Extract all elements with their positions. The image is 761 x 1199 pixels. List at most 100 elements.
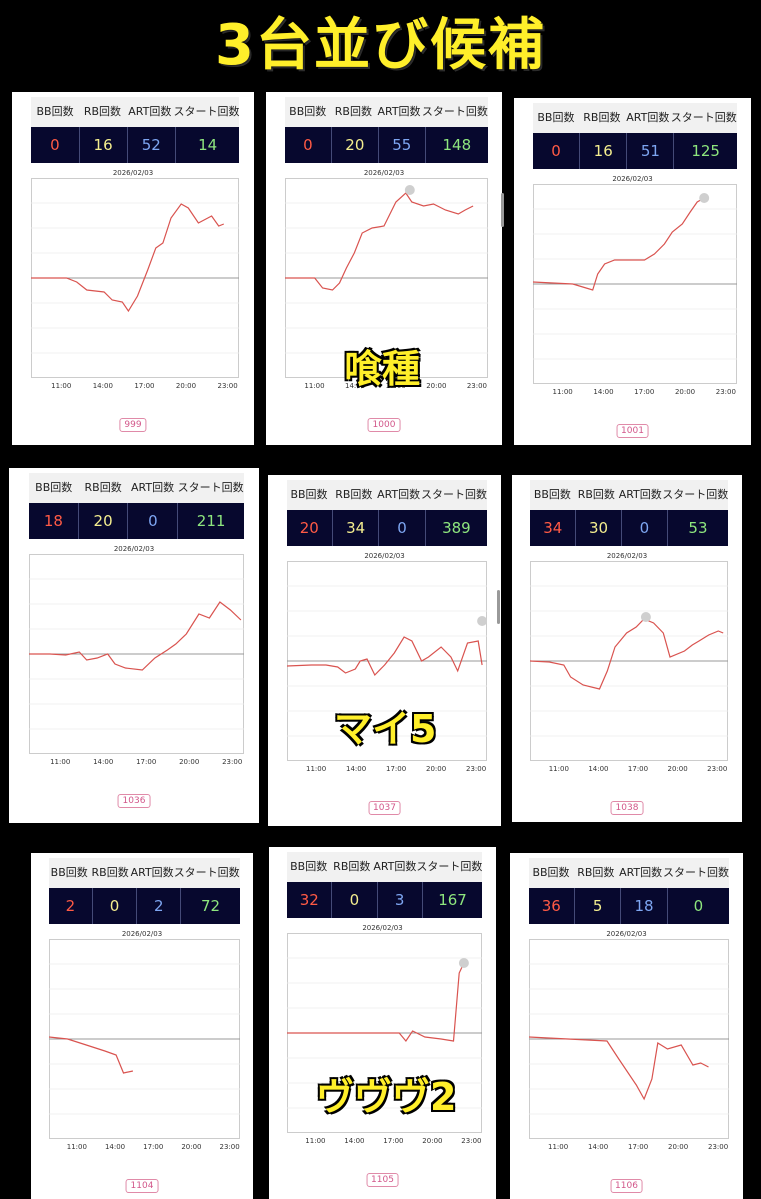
time-tick: 11:00 (305, 1137, 326, 1145)
time-tick: 23:00 (707, 765, 728, 773)
start-count: 0 (693, 897, 704, 915)
machine-number-badge[interactable]: 1104 (125, 1179, 159, 1193)
peak-marker (404, 185, 415, 195)
stats-header-cell: ART回数 (619, 866, 663, 879)
time-tick: 17:00 (627, 765, 649, 773)
art-count: 0 (379, 510, 426, 546)
art-count: 0 (128, 503, 179, 539)
machine-panel: BB回数 RB回数 ART回数 スタート回数 0 16 51 125 2026/02/03 11:… (514, 98, 751, 445)
slump-line (532, 197, 705, 291)
stats-header: BB回数 RB回数 ART回数 スタート回数 (29, 473, 244, 503)
model-name-overlay: マイ5 (334, 707, 437, 751)
stats-header-cell: BB回数 (35, 481, 73, 494)
stats-header-cell: ART回数 (128, 105, 172, 118)
time-tick: 11:00 (548, 1143, 569, 1151)
chart-date: 2026/02/03 (112, 169, 154, 177)
stats-header-cell: スタート回数 (663, 866, 730, 879)
machine-panel: BB回数 RB回数 ART回数 スタート回数 36 5 18 0 2026/02/03 11:00… (510, 853, 743, 1199)
stats-values: 0 20 55 148 (284, 127, 488, 163)
peak-marker (476, 616, 487, 626)
chart-date: 2026/02/03 (121, 930, 163, 938)
machine-number-badge[interactable]: 1000 (367, 418, 401, 432)
stats-header-cell: ART回数 (130, 866, 174, 879)
stats-header-cell: RB回数 (333, 860, 371, 873)
stats-header-cell: スタート回数 (416, 860, 483, 873)
stats-header-cell: BB回数 (532, 866, 570, 879)
slump-line (48, 1036, 133, 1074)
time-tick: 14:00 (345, 382, 366, 390)
slump-graph (29, 554, 244, 754)
time-tick: 20:00 (422, 1137, 443, 1145)
slump-graph (287, 933, 483, 1133)
bb-count: 34 (530, 510, 577, 546)
time-tick: 11:00 (66, 1143, 87, 1151)
page-title: 3台並び候補 (215, 13, 546, 78)
art-count: 2 (137, 888, 182, 924)
chart-date: 2026/02/03 (362, 924, 403, 932)
bb-count: 18 (29, 503, 79, 539)
time-tick: 11:00 (51, 382, 72, 390)
time-tick: 11:00 (306, 765, 327, 773)
stats-header-cell: RB回数 (83, 105, 122, 118)
machine-panel: BB回数 RB回数 ART回数 スタート回数 0 16 52 14 2026/02/03 11:0… (12, 92, 254, 445)
scrollbar-thumb[interactable] (497, 590, 500, 624)
slump-graph (31, 178, 240, 378)
machine-number-badge[interactable]: 1036 (117, 794, 151, 808)
stats-header-cell: スタート回数 (421, 105, 488, 118)
stats-header-cell: スタート回数 (662, 488, 729, 501)
time-tick: 14:00 (346, 765, 367, 773)
stats-header-cell: スタート回数 (670, 111, 737, 124)
machine-panel: BB回数 RB回数 ART回数 スタート回数 32 0 3 167 2026/02/03 11:0… (269, 847, 496, 1199)
time-tick: 14:00 (104, 1143, 126, 1151)
bb-count: 36 (529, 888, 575, 924)
machine-number-badge[interactable]: 1106 (610, 1179, 643, 1193)
machine-panel: BB回数 RB回数 ART回数 スタート回数 0 20 55 148 2026/02/03 11:… (266, 92, 502, 445)
art-count: 3 (378, 882, 423, 918)
machine-number-badge[interactable]: 1037 (368, 801, 401, 815)
slump-line (31, 203, 225, 313)
time-tick: 11:00 (50, 758, 71, 766)
time-tick: 17:00 (385, 382, 406, 390)
machine-panel: BB回数 RB回数 ART回数 スタート回数 2 0 2 72 2026/02/03 11:00 1… (31, 853, 253, 1199)
start-count: 125 (691, 142, 720, 160)
slump-line (530, 618, 724, 690)
time-tick: 17:00 (143, 1143, 164, 1151)
slump-line (286, 636, 483, 677)
time-tick: 20:00 (426, 382, 447, 390)
rb-count: 20 (79, 503, 129, 539)
rb-count: 16 (580, 133, 628, 169)
time-tick: 14:00 (93, 758, 114, 766)
stats-header: BB回数 RB回数 ART回数 スタート回数 (528, 858, 730, 888)
start-count: 389 (442, 519, 471, 537)
machine-number-badge[interactable]: 999 (119, 418, 147, 432)
slump-graph (530, 561, 729, 761)
art-count: 0 (622, 510, 668, 546)
start-count: 211 (196, 512, 226, 530)
time-tick: 14:00 (593, 388, 614, 396)
time-tick: 20:00 (674, 388, 696, 396)
time-tick: 17:00 (628, 1143, 649, 1151)
stats-header: BB回数 RB回数 ART回数 スタート回数 (286, 480, 488, 510)
time-tick: 23:00 (466, 382, 487, 390)
bb-count: 0 (533, 133, 581, 169)
machine-number-badge[interactable]: 1001 (616, 424, 649, 438)
time-tick: 23:00 (217, 382, 238, 390)
stats-header-cell: ART回数 (377, 488, 421, 501)
rb-count: 5 (575, 888, 622, 924)
peak-marker (459, 958, 470, 968)
start-count: 53 (688, 519, 708, 537)
machine-number-badge[interactable]: 1105 (366, 1173, 399, 1187)
stats-values: 0 16 52 14 (31, 127, 240, 163)
slump-line (284, 192, 474, 291)
scrollbar-thumb[interactable] (501, 193, 504, 227)
stats-header-cell: RB回数 (577, 866, 615, 879)
time-tick: 23:00 (466, 765, 487, 773)
stats-header-cell: BB回数 (36, 105, 74, 118)
stats-header-cell: BB回数 (537, 111, 575, 124)
machine-panel: BB回数 RB回数 ART回数 スタート回数 20 34 0 389 2026/02/03 11:… (268, 475, 501, 826)
stats-values: 2 0 2 72 (48, 888, 240, 924)
stats-header-cell: RB回数 (84, 481, 122, 494)
machine-number-badge[interactable]: 1038 (610, 801, 644, 815)
art-count: 51 (627, 133, 675, 169)
time-tick: 20:00 (668, 1143, 689, 1151)
